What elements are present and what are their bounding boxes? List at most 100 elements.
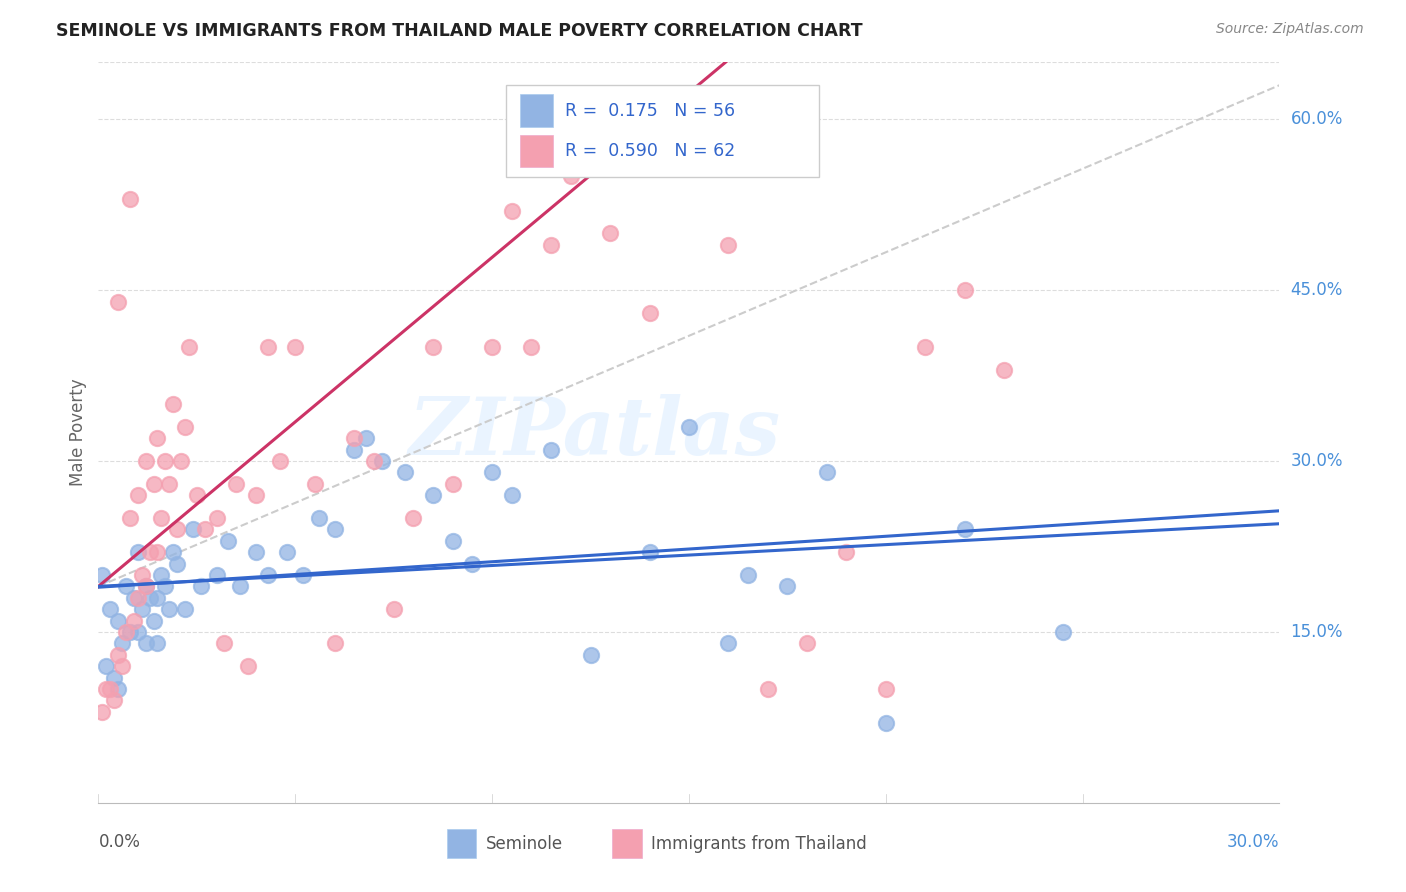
Point: [953, 523, 976, 537]
Point: [323, 523, 346, 537]
Point: [166, 523, 188, 537]
Point: [150, 511, 173, 525]
Point: [135, 454, 157, 468]
Text: Immigrants from Thailand: Immigrants from Thailand: [651, 835, 868, 853]
Point: [343, 442, 366, 457]
Point: [776, 579, 799, 593]
Point: [146, 591, 169, 605]
Point: [122, 591, 145, 605]
Point: [441, 533, 464, 548]
Point: [170, 454, 193, 468]
Point: [354, 431, 377, 445]
Point: [461, 557, 484, 571]
Point: [371, 454, 394, 468]
Point: [382, 602, 405, 616]
Point: [756, 681, 779, 696]
Text: 30.0%: 30.0%: [1291, 452, 1343, 470]
Point: [91, 705, 114, 719]
Point: [1052, 624, 1074, 639]
Text: 60.0%: 60.0%: [1291, 111, 1343, 128]
Point: [138, 545, 160, 559]
Point: [142, 476, 165, 491]
Text: 15.0%: 15.0%: [1291, 623, 1343, 641]
Text: ZIPatlas: ZIPatlas: [408, 394, 780, 471]
Point: [205, 511, 228, 525]
Point: [501, 203, 523, 218]
Point: [422, 488, 444, 502]
Point: [96, 659, 118, 673]
Point: [276, 545, 298, 559]
Point: [914, 340, 936, 354]
Point: [157, 476, 180, 491]
Point: [142, 614, 165, 628]
Point: [103, 693, 125, 707]
Point: [181, 523, 204, 537]
Point: [162, 545, 184, 559]
Point: [875, 681, 897, 696]
FancyBboxPatch shape: [506, 85, 818, 178]
Point: [815, 466, 838, 480]
Point: [304, 476, 326, 491]
Point: [245, 488, 267, 502]
Point: [157, 602, 180, 616]
Point: [162, 397, 184, 411]
Point: [135, 579, 157, 593]
Bar: [447, 829, 477, 858]
Point: [150, 568, 173, 582]
Point: [115, 579, 138, 593]
Text: SEMINOLE VS IMMIGRANTS FROM THAILAND MALE POVERTY CORRELATION CHART: SEMINOLE VS IMMIGRANTS FROM THAILAND MAL…: [56, 22, 863, 40]
Point: [194, 523, 217, 537]
Point: [131, 568, 153, 582]
Point: [292, 568, 315, 582]
Point: [993, 363, 1015, 377]
Point: [520, 340, 543, 354]
Text: 30.0%: 30.0%: [1227, 833, 1279, 851]
Point: [186, 488, 208, 502]
Point: [177, 340, 200, 354]
Point: [481, 340, 503, 354]
Point: [540, 442, 562, 457]
Point: [138, 591, 160, 605]
Point: [638, 306, 661, 320]
Point: [96, 681, 118, 696]
Text: 0.0%: 0.0%: [98, 833, 141, 851]
Text: Seminole: Seminole: [486, 835, 562, 853]
Point: [599, 227, 621, 241]
Point: [308, 511, 330, 525]
Point: [146, 431, 169, 445]
Point: [107, 648, 129, 662]
Point: [103, 671, 125, 685]
Point: [190, 579, 212, 593]
Text: 45.0%: 45.0%: [1291, 281, 1343, 299]
Point: [205, 568, 228, 582]
Point: [501, 488, 523, 502]
Point: [115, 624, 138, 639]
Point: [127, 545, 149, 559]
Text: R =  0.175   N = 56: R = 0.175 N = 56: [565, 102, 735, 120]
Text: Source: ZipAtlas.com: Source: ZipAtlas.com: [1216, 22, 1364, 37]
Point: [402, 511, 425, 525]
Point: [579, 648, 602, 662]
Bar: [520, 135, 553, 168]
Point: [540, 237, 562, 252]
Point: [678, 146, 700, 161]
Point: [107, 614, 129, 628]
Point: [146, 545, 169, 559]
Point: [118, 192, 141, 206]
Point: [225, 476, 247, 491]
Point: [127, 591, 149, 605]
Point: [796, 636, 818, 650]
Point: [256, 568, 278, 582]
Point: [155, 454, 177, 468]
Point: [422, 340, 444, 354]
Point: [98, 681, 121, 696]
Point: [217, 533, 239, 548]
Point: [394, 466, 416, 480]
Point: [560, 169, 582, 184]
Point: [107, 681, 129, 696]
Point: [284, 340, 307, 354]
Point: [236, 659, 259, 673]
Point: [135, 636, 157, 650]
Point: [131, 602, 153, 616]
Point: [155, 579, 177, 593]
